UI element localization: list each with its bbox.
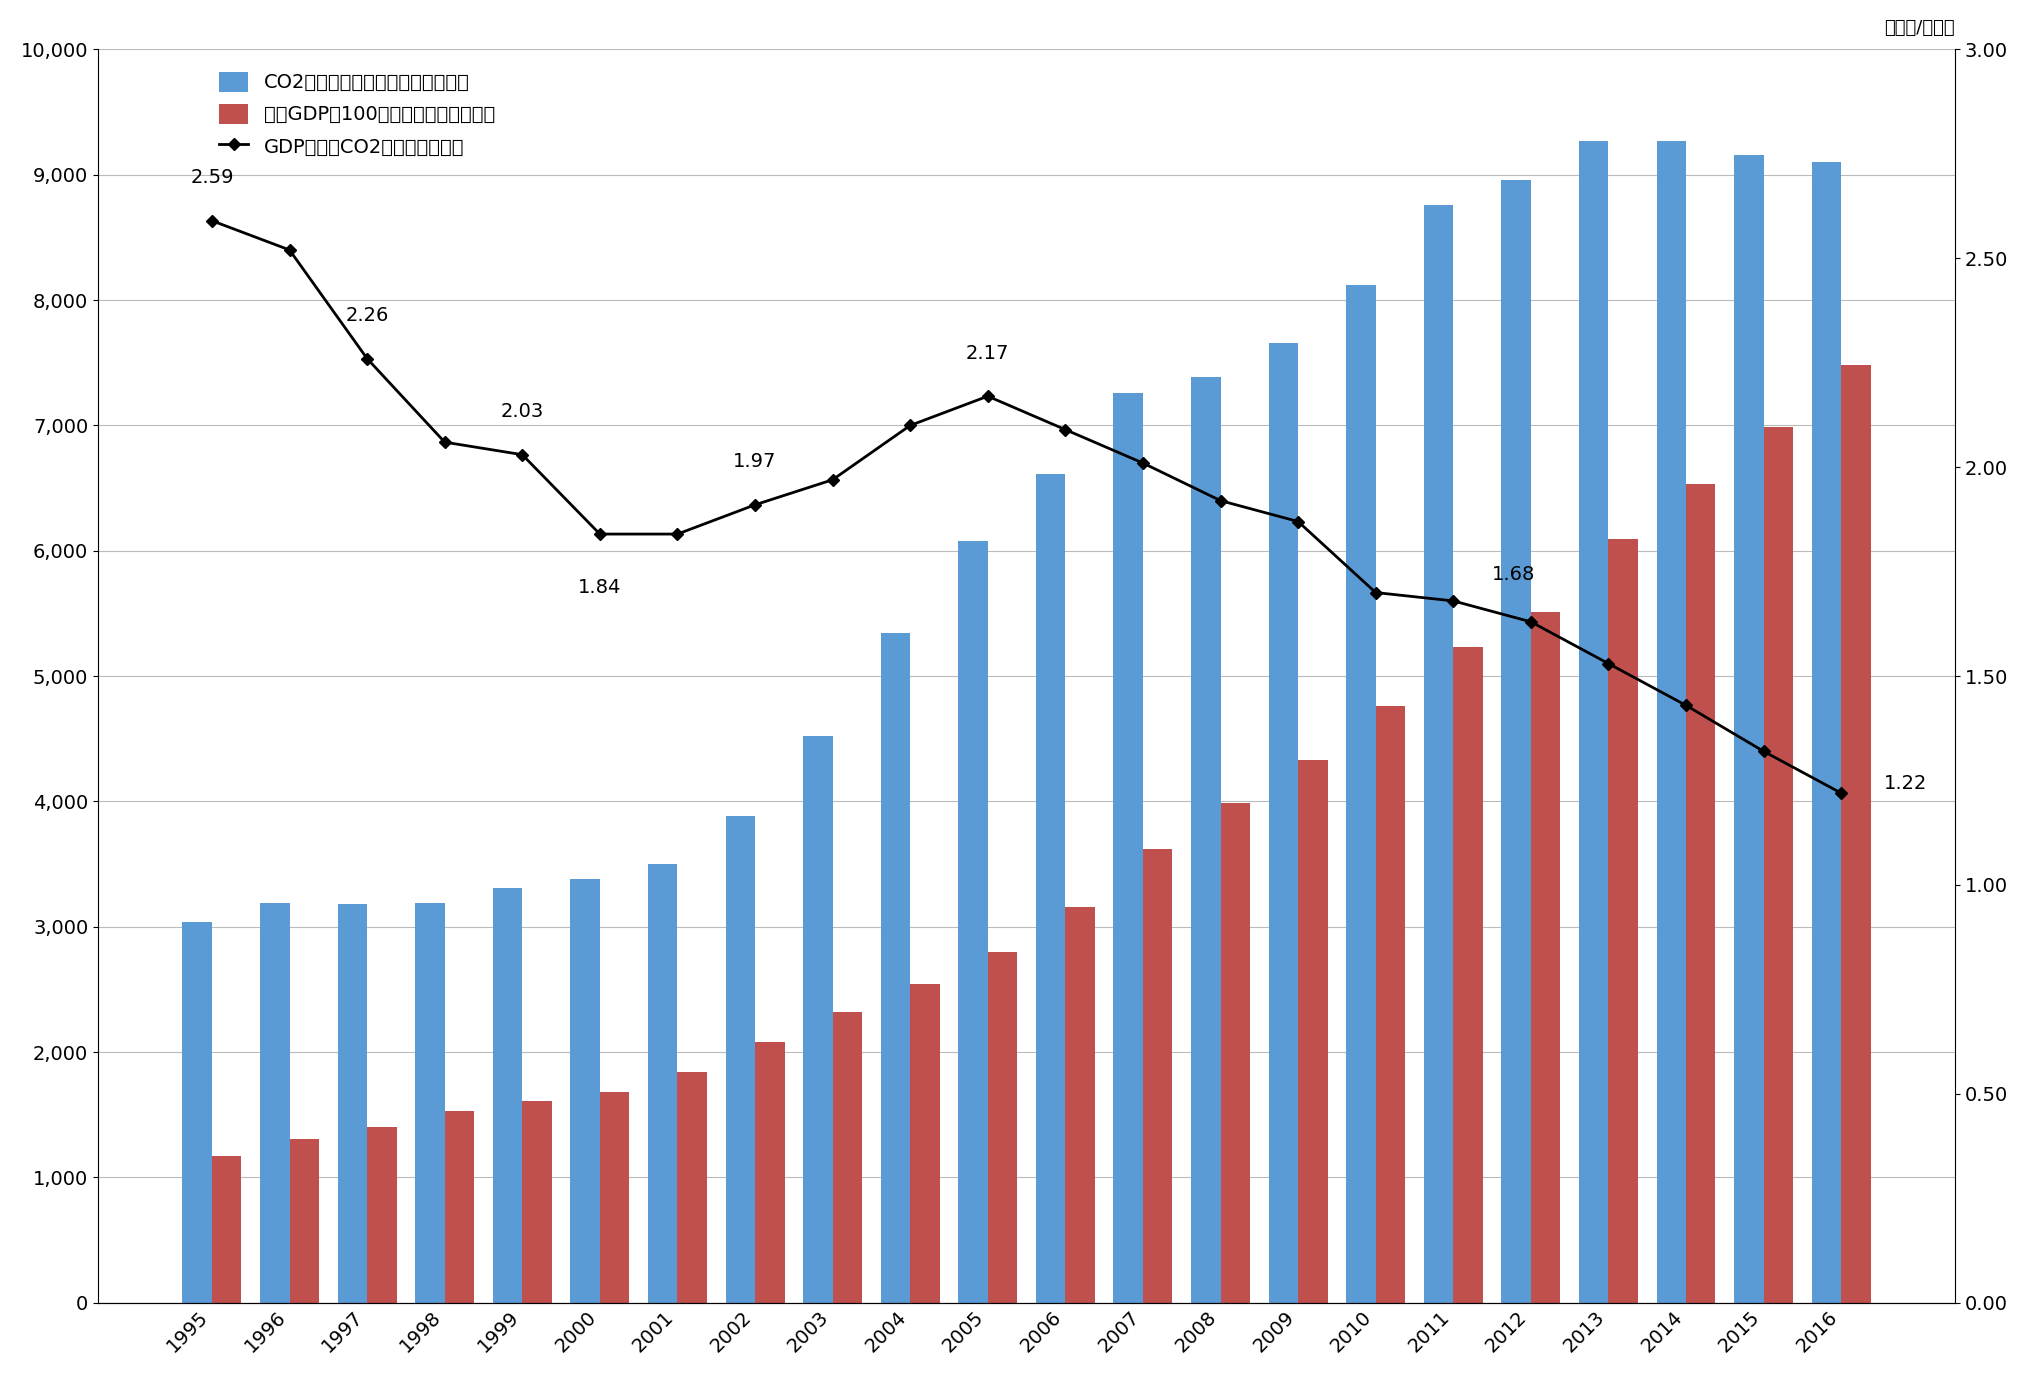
Bar — [881, 633, 911, 1303]
Bar — [1530, 613, 1560, 1303]
Bar — [1299, 760, 1327, 1303]
Bar — [832, 1012, 862, 1303]
Bar — [1735, 154, 1763, 1303]
GDPあたりCO2排出量（右軸） — [820, 471, 844, 487]
GDPあたりCO2排出量（右軸） — [1363, 584, 1388, 600]
Bar — [1686, 485, 1715, 1303]
GDPあたりCO2排出量（右軸） — [1751, 744, 1775, 760]
Bar — [911, 985, 939, 1303]
GDPあたりCO2排出量（右軸） — [1597, 655, 1621, 672]
Bar — [958, 541, 988, 1303]
Bar — [1037, 474, 1065, 1303]
GDPあたりCO2排出量（右軸） — [509, 446, 534, 463]
GDPあたりCO2排出量（右軸） — [1441, 592, 1465, 609]
GDPあたりCO2排出量（右軸） — [666, 526, 690, 543]
Text: 2.59: 2.59 — [191, 168, 233, 187]
GDPあたりCO2排出量（右軸） — [743, 497, 767, 514]
GDPあたりCO2排出量（右軸） — [588, 526, 613, 543]
Bar — [1221, 803, 1250, 1303]
Bar — [1840, 365, 1871, 1303]
Bar — [1579, 140, 1609, 1303]
Bar — [337, 905, 367, 1303]
GDPあたりCO2排出量（右軸） — [1130, 454, 1155, 471]
GDPあたりCO2排出量（右軸） — [1828, 785, 1852, 801]
GDPあたりCO2排出量（右軸） — [1209, 493, 1234, 509]
Bar — [1142, 850, 1173, 1303]
Bar — [1114, 392, 1142, 1303]
Bar — [367, 1128, 396, 1303]
Bar — [521, 1102, 552, 1303]
Text: 2.03: 2.03 — [501, 402, 544, 421]
GDPあたりCO2排出量（右軸） — [432, 434, 457, 450]
Bar — [1345, 285, 1376, 1303]
Text: （万元/トン）: （万元/トン） — [1885, 19, 1956, 37]
Bar — [1812, 162, 1840, 1303]
Bar — [1453, 647, 1483, 1303]
Bar — [1609, 540, 1637, 1303]
Bar — [444, 1111, 475, 1303]
Bar — [678, 1073, 706, 1303]
Bar — [726, 817, 755, 1303]
GDPあたりCO2排出量（右軸） — [199, 212, 223, 229]
GDPあたりCO2排出量（右軸） — [1053, 421, 1077, 438]
Bar — [755, 1042, 785, 1303]
Bar — [260, 903, 290, 1303]
GDPあたりCO2排出量（右軸） — [976, 388, 1000, 405]
GDPあたりCO2排出量（右軸） — [1674, 697, 1698, 713]
Text: 2.17: 2.17 — [966, 344, 1010, 362]
Line: GDPあたりCO2排出量（右軸）: GDPあたりCO2排出量（右軸） — [207, 216, 1844, 797]
Legend: CO2排出量（百万トン）　（左軸）, 実質GDP（100億人民元）　（左軸）, GDPあたりCO2排出量（右軸）: CO2排出量（百万トン） （左軸）, 実質GDP（100億人民元） （左軸）, … — [219, 72, 495, 157]
Bar — [211, 1157, 241, 1303]
GDPあたりCO2排出量（右軸） — [1286, 514, 1311, 530]
Bar — [183, 921, 211, 1303]
Bar — [1763, 427, 1794, 1303]
Bar — [1376, 706, 1406, 1303]
Bar — [988, 952, 1017, 1303]
GDPあたりCO2排出量（右軸） — [278, 242, 302, 259]
Bar — [601, 1092, 629, 1303]
GDPあたりCO2排出量（右軸） — [899, 417, 923, 434]
Bar — [1191, 376, 1221, 1303]
Bar — [1065, 906, 1096, 1303]
Bar — [803, 737, 832, 1303]
Text: 2.26: 2.26 — [345, 306, 390, 325]
Bar — [290, 1139, 319, 1303]
Bar — [1501, 180, 1530, 1303]
Bar — [647, 865, 678, 1303]
Text: 1.22: 1.22 — [1883, 774, 1928, 793]
Text: 1.84: 1.84 — [578, 578, 621, 596]
GDPあたりCO2排出量（右軸） — [355, 350, 379, 366]
Text: 1.97: 1.97 — [732, 453, 777, 471]
Bar — [1656, 140, 1686, 1303]
Bar — [416, 903, 444, 1303]
Text: 1.68: 1.68 — [1491, 565, 1536, 584]
GDPあたりCO2排出量（右軸） — [1518, 614, 1542, 631]
Bar — [1424, 205, 1453, 1303]
Bar — [1268, 343, 1299, 1303]
Bar — [570, 879, 601, 1303]
Bar — [493, 888, 521, 1303]
